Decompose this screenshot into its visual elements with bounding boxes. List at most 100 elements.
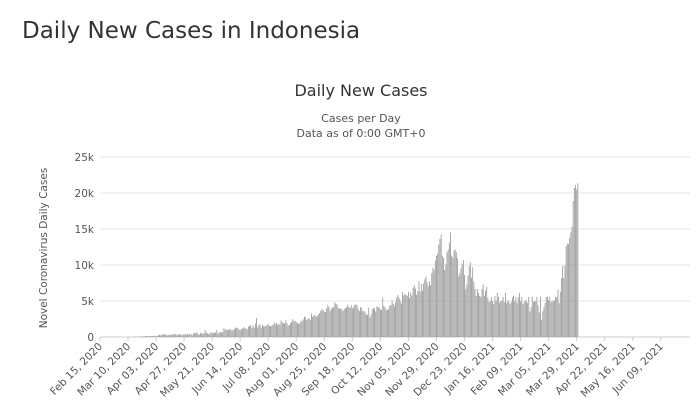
bar-173 [301,321,303,337]
y-axis-ticks: 0 5k 10k 15k 20k 25k [75,152,95,344]
bar-269 [413,285,415,337]
bar-365 [526,300,527,337]
bar-404 [571,226,573,337]
bar-343 [500,301,502,337]
bar-284 [431,273,433,337]
bar-256 [398,297,400,337]
bar-137 [259,324,261,337]
bar-186 [316,316,318,337]
page-heading: Daily New Cases in Indonesia [22,18,361,44]
bar-237 [376,306,378,337]
bar-327 [481,288,483,337]
bar-123 [243,327,245,337]
bar-224 [361,308,363,337]
bar-402 [569,238,571,337]
y-tick-label-1: 5k [81,296,95,308]
bar-226 [363,311,365,337]
bar-42 [148,336,150,337]
bar-116 [235,327,236,337]
bar-351 [509,304,511,337]
bar-52 [160,335,162,337]
bar-162 [288,324,290,337]
bar-78 [190,334,192,337]
bar-367 [528,297,530,337]
bar-242 [382,297,384,337]
bar-208 [342,310,344,337]
bar-56 [165,334,166,337]
bar-214 [349,307,351,337]
bar-290 [438,244,440,337]
bar-109 [226,330,228,337]
bar-77 [189,334,191,337]
bar-153 [278,323,280,337]
bar-386 [550,301,552,337]
bar-258 [401,303,402,337]
bar-245 [385,309,387,337]
bar-87 [201,333,203,337]
y-tick-label-0: 0 [87,332,94,344]
bar-101 [217,333,219,337]
bar-152 [277,324,278,337]
bar-265 [409,297,411,337]
bar-49 [156,335,158,337]
bar-393 [558,303,560,337]
bar-313 [465,289,467,337]
bar-243 [383,306,385,337]
bar-354 [513,295,514,337]
bar-38 [143,336,145,337]
bar-318 [471,277,472,337]
bar-362 [522,304,524,337]
bar-305 [455,252,457,337]
bar-181 [311,313,312,337]
bar-170 [298,323,300,337]
bar-389 [554,300,555,337]
bar-197 [329,310,331,337]
bar-285 [432,267,434,337]
bar-202 [335,303,337,337]
bar-122 [242,328,243,337]
bar-255 [397,295,399,337]
bar-286 [433,269,435,337]
bar-204 [337,308,339,337]
bar-246 [386,309,388,337]
bar-234 [372,307,374,337]
bar-401 [568,244,569,337]
bar-81 [194,333,196,337]
bar-34 [139,336,141,337]
bar-134 [256,317,257,337]
bar-211 [346,307,347,337]
bar-191 [322,310,324,337]
bar-276 [422,290,423,337]
bar-303 [453,250,455,337]
bar-383 [547,296,548,337]
bar-98 [214,332,215,337]
y-tick-label-2: 10k [75,260,95,272]
bar-172 [300,320,302,337]
bar-217 [353,307,354,337]
bar-390 [555,296,557,337]
bar-238 [377,306,379,337]
bar-360 [520,301,522,337]
bar-328 [482,284,484,337]
daily-new-cases-chart: Daily New Cases Cases per Day Data as of… [38,81,690,400]
bar-323 [476,288,478,337]
bar-171 [299,323,301,337]
bar-212 [347,304,349,337]
bar-240 [379,309,381,337]
bar-59 [168,334,170,337]
bar-321 [474,288,476,337]
bar-363 [523,301,525,337]
bar-207 [341,309,343,337]
bar-244 [384,307,386,337]
bar-37 [142,336,144,337]
bar-69 [180,334,182,337]
bar-75 [187,333,189,337]
bar-121 [240,329,242,337]
bar-145 [268,326,270,337]
bar-229 [367,314,368,337]
bar-355 [514,300,516,337]
bar-325 [479,295,481,337]
bar-93 [208,334,210,337]
bar-210 [344,308,346,337]
bar-266 [410,292,412,337]
